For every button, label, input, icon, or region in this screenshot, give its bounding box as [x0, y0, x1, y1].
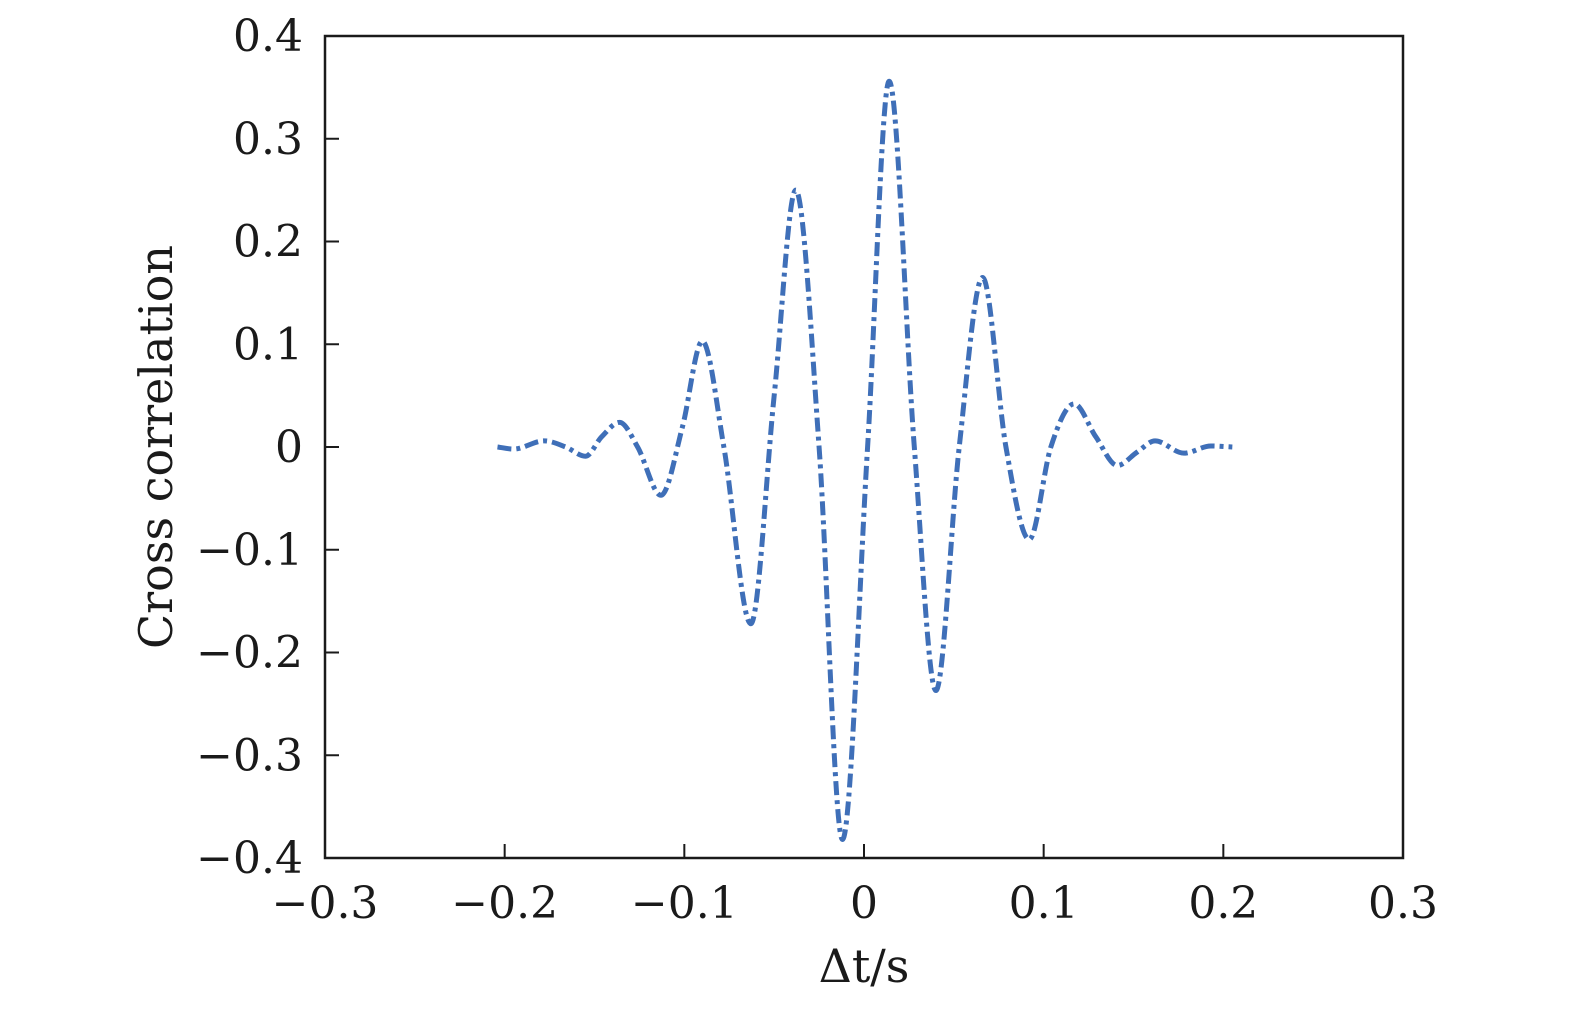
x-tick-label: −0.2: [451, 878, 558, 929]
x-axis-ticks: −0.3 −0.2 −0.1 0 0.1 0.2 0.3: [272, 844, 1438, 929]
plot-area-frame: [323, 34, 1405, 860]
x-tick-label: −0.3: [272, 878, 379, 929]
y-tick-label: −0.3: [196, 730, 303, 781]
y-tick-label: 0: [275, 422, 303, 473]
x-axis-label: Δt/s: [819, 939, 910, 993]
y-tick-label: 0.1: [233, 319, 303, 370]
x-tick-label: −0.1: [631, 878, 738, 929]
x-tick-label: 0: [850, 878, 878, 929]
x-tick-label: 0.2: [1188, 878, 1258, 929]
series-layer: [497, 78, 1233, 842]
cross-correlation-series-line: [497, 78, 1233, 842]
x-tick-label: 0.3: [1368, 878, 1438, 929]
y-tick-label: −0.4: [196, 833, 303, 884]
x-tick-label: 0.1: [1009, 878, 1079, 929]
y-tick-label: 0.3: [233, 114, 303, 165]
y-tick-label: −0.2: [196, 628, 303, 679]
y-tick-label: 0.4: [233, 11, 303, 62]
y-axis-label: Cross correlation: [129, 245, 183, 649]
y-tick-label: −0.1: [196, 525, 303, 576]
y-tick-label: 0.2: [233, 217, 303, 268]
y-axis-ticks: 0.4 0.3 0.2 0.1 0 −0.1 −0.2 −0.3 −0.4: [196, 11, 339, 884]
